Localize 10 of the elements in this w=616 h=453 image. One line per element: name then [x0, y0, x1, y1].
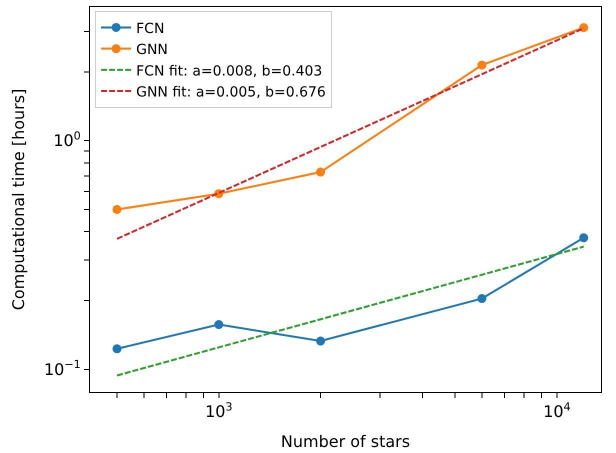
y-tick-label: 10$^{0}$	[53, 130, 81, 150]
x-axis-title: Number of stars	[280, 432, 410, 451]
y-tick-label: 10$^{−1}$	[44, 358, 81, 379]
legend-label: FCN fit: a=0.008, b=0.403	[136, 63, 322, 80]
x-tick-label: 10$^{3}$	[205, 400, 233, 422]
y-axis-title: Computational time [hours]	[8, 88, 28, 310]
legend-label: GNN fit: a=0.005, b=0.676	[136, 84, 326, 101]
legend-label: GNN	[136, 42, 168, 58]
x-tick-label: 10$^{4}$	[543, 400, 571, 422]
legend-label: FCN	[136, 20, 164, 37]
